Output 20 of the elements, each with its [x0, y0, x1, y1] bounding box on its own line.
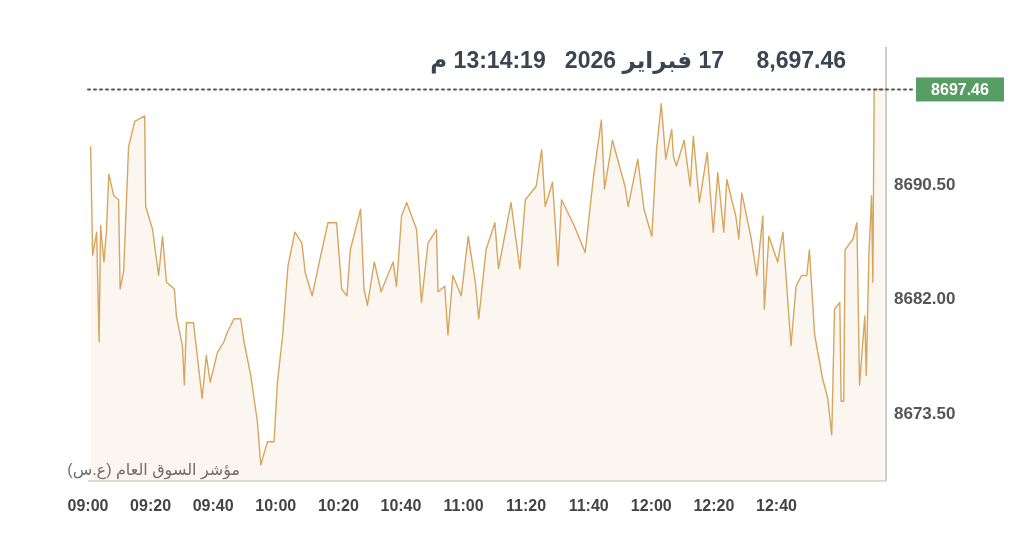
chart-title: 8,697.46 [756, 47, 846, 73]
x-tick-label: 10:00 [255, 497, 297, 514]
annotation: مؤشر السوق العام (ع.س) [67, 461, 240, 480]
x-tick-label: 09:20 [130, 497, 172, 514]
x-tick-label: 09:00 [67, 497, 109, 514]
chart-subtitle: 17 فبراير 2026 13:14:19 م [430, 47, 724, 74]
ref-line-label: 8697.46 [931, 81, 990, 99]
x-tick-label: 12:40 [756, 497, 798, 514]
x-tick-label: 10:40 [380, 497, 422, 514]
x-tick-label: 10:20 [317, 497, 359, 514]
x-tick-label: 12:00 [630, 497, 672, 514]
x-tick-label: 12:20 [693, 497, 735, 514]
ref-line: 8697.46 [87, 77, 1004, 102]
y-tick-label: 8673.50 [894, 404, 956, 424]
x-tick-label: 11:40 [568, 497, 609, 514]
x-tick-label: 11:00 [443, 497, 484, 514]
x-tick-label: 11:20 [506, 497, 547, 514]
y-tick-label: 8690.50 [894, 174, 956, 194]
y-tick-label: 8682.00 [894, 289, 956, 309]
x-tick-label: 09:40 [192, 497, 234, 514]
